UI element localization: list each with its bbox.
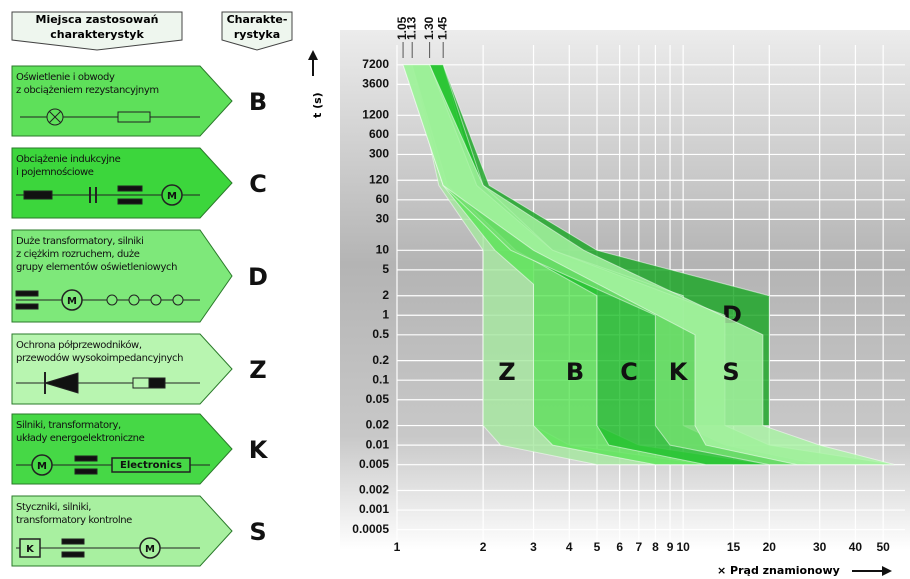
top-tick-label: 1.30 xyxy=(422,16,436,40)
row-text: Obciążenie indukcyjne xyxy=(16,154,121,165)
symbols-row-3 xyxy=(15,289,200,311)
series-label: K xyxy=(669,358,689,386)
x-tick-label: 2 xyxy=(480,540,487,554)
row-text: i pojemnościowe xyxy=(16,166,94,178)
x-tick-label: 8 xyxy=(652,540,659,554)
row-letter: C xyxy=(249,170,267,198)
header-text: rystyka xyxy=(234,28,280,41)
y-tick-label: 0.05 xyxy=(366,392,390,406)
row-text: transformatory kontrolne xyxy=(16,515,132,526)
y-tick-label: 1200 xyxy=(362,108,389,122)
row-text: Styczniki, silniki, xyxy=(16,502,91,513)
x-tick-label: 30 xyxy=(813,540,827,554)
symbols-row-6 xyxy=(16,537,200,559)
x-tick-label: 50 xyxy=(876,540,890,554)
row-text: z ciężkim rozruchem, duże xyxy=(16,249,140,260)
series-label: B xyxy=(566,358,584,386)
x-tick-label: 3 xyxy=(530,540,537,554)
icon-text: M xyxy=(37,461,47,472)
y-tick-label: 30 xyxy=(376,212,390,226)
x-tick-label: 7 xyxy=(635,540,642,554)
x-tick-label: 10 xyxy=(676,540,690,554)
x-tick-label: 15 xyxy=(727,540,741,554)
y-tick-label: 0.1 xyxy=(372,372,389,386)
y-tick-label: 300 xyxy=(369,147,389,161)
y-tick-label: 0.02 xyxy=(366,418,390,432)
icon-text: K xyxy=(26,544,35,555)
icon-text: M xyxy=(167,191,177,202)
header-box xyxy=(221,11,293,51)
y-tick-label: 0.5 xyxy=(372,327,389,341)
y-tick-label: 1 xyxy=(382,307,389,321)
top-tick-label: 1.05 xyxy=(395,16,409,40)
x-tick-label: 1 xyxy=(394,540,401,554)
symbols-row-5 xyxy=(16,454,210,476)
x-tick-label: 6 xyxy=(616,540,623,554)
y-tick-label: 3600 xyxy=(362,77,389,91)
row-text: Duże transformatory, silniki xyxy=(16,236,143,247)
header-text: Charakte- xyxy=(227,13,288,26)
series-label: S xyxy=(722,358,739,386)
top-tick-label: 1.13 xyxy=(404,16,418,40)
y-tick-label: 600 xyxy=(369,127,389,141)
row-text: Oświetlenie i obwody xyxy=(16,71,115,83)
y-tick-label: 0.001 xyxy=(359,502,389,516)
y-tick-label: 0.005 xyxy=(359,457,389,471)
row-text: grupy elementów oświetleniowych xyxy=(16,261,177,273)
icon-text: Electronics xyxy=(120,460,182,471)
y-axis-arrowhead xyxy=(308,50,318,60)
y-tick-label: 2 xyxy=(382,288,389,302)
header-text: charakterystyk xyxy=(50,28,144,41)
y-axis-label: t (s) xyxy=(311,92,324,118)
icon-text: M xyxy=(145,544,155,555)
row-text: przewodów wysokoimpedancyjnych xyxy=(16,352,183,364)
chart: 7200360012006003001206030105210.50.20.10… xyxy=(308,16,905,577)
row-letter: Z xyxy=(249,356,266,384)
y-tick-label: 60 xyxy=(376,192,390,206)
y-tick-label: 5 xyxy=(382,262,389,276)
x-tick-label: 9 xyxy=(667,540,674,554)
row-text: Ochrona półprzewodników, xyxy=(16,339,142,351)
row-letter: B xyxy=(249,88,267,116)
symbols-row-1 xyxy=(20,108,200,126)
x-tick-label: 20 xyxy=(763,540,777,554)
x-tick-label: 40 xyxy=(849,540,863,554)
header-box xyxy=(11,11,183,51)
y-tick-label: 0.002 xyxy=(359,483,389,497)
x-tick-label: 5 xyxy=(594,540,601,554)
x-axis-label: × Prąd znamionowy xyxy=(717,564,840,577)
icon-text: M xyxy=(67,296,77,307)
series-label: C xyxy=(620,358,638,386)
y-tick-label: 7200 xyxy=(362,57,389,71)
y-tick-label: 10 xyxy=(376,243,390,257)
y-tick-label: 0.2 xyxy=(372,353,389,367)
y-tick-label: 0.0005 xyxy=(352,522,389,536)
row-text: z obciążeniem rezystancyjnym xyxy=(16,85,159,96)
symbols-row-4 xyxy=(16,372,200,394)
header-text: Miejsca zastosowań xyxy=(36,13,159,26)
row-letter: K xyxy=(249,436,269,464)
x-axis-arrowhead xyxy=(882,566,892,576)
row-box xyxy=(11,65,233,137)
symbols-row-2 xyxy=(16,184,200,206)
trip-band xyxy=(402,64,896,466)
legend-panel: Miejsca zastosowań charakterystyk Charakte… xyxy=(11,11,293,567)
x-tick-label: 4 xyxy=(566,540,573,554)
row-letter: D xyxy=(248,263,268,291)
y-tick-label: 120 xyxy=(369,172,389,186)
series-label: Z xyxy=(498,358,515,386)
row-text: układy energoelektroniczne xyxy=(16,433,145,444)
y-tick-label: 0.01 xyxy=(366,437,390,451)
row-text: Silniki, transformatory, xyxy=(16,420,121,431)
row-letter: S xyxy=(249,518,266,546)
top-tick-label: 1.45 xyxy=(435,16,449,40)
